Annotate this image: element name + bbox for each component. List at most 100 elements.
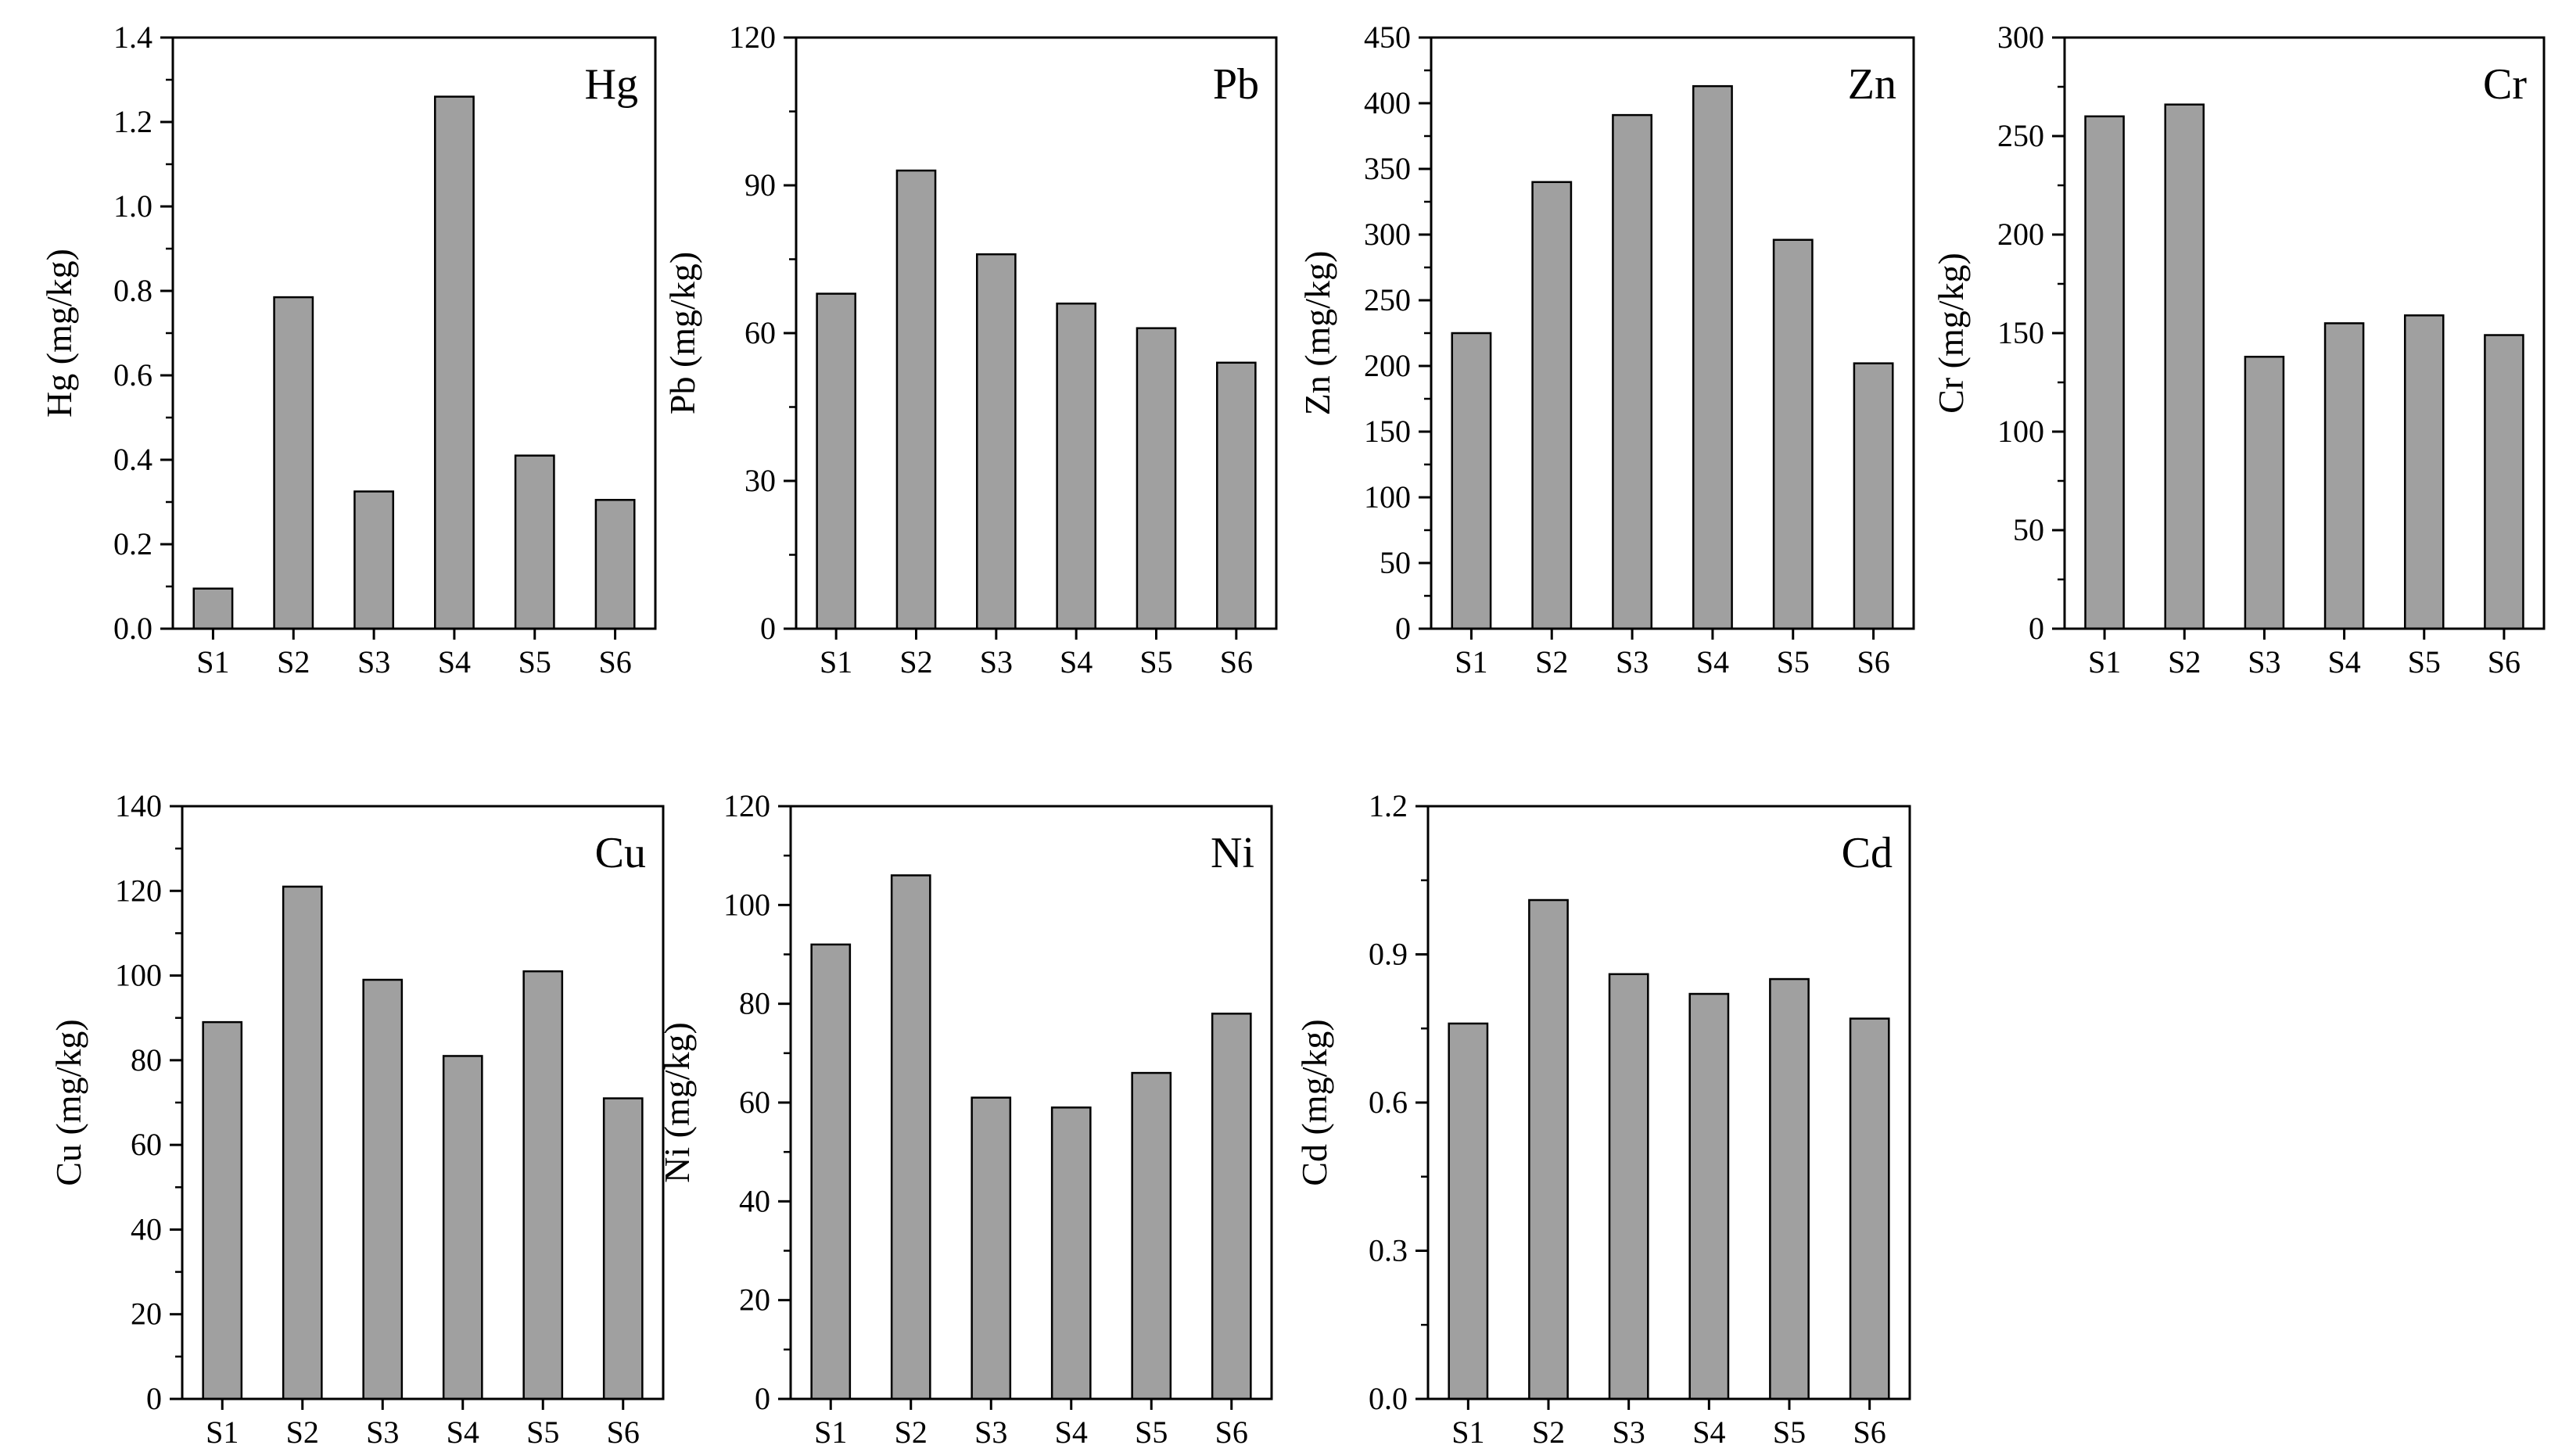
chart-zn-ytick-label: 250 (1364, 282, 1411, 317)
chart-ni-bar-s6 (1211, 1013, 1252, 1400)
chart-hg-bar-s3 (353, 490, 395, 630)
chart-cd-bar-s4 (1688, 992, 1730, 1400)
chart-zn-bar-s2 (1531, 181, 1573, 630)
chart-hg-y-axis-title: Hg (mg/kg) (39, 249, 79, 418)
chart-hg-ytick-label: 0.0 (113, 611, 152, 646)
chart-pb-bar-s5 (1136, 327, 1177, 630)
chart-pb-bar-s1 (816, 292, 856, 630)
chart-cu-ytick-label: 0 (146, 1381, 162, 1416)
chart-pb-xtick-label-s5: S5 (1139, 644, 1172, 680)
chart-hg-bar-s1 (192, 587, 234, 630)
chart-hg-ytick-label: 1.4 (113, 20, 152, 55)
chart-cd-ytick-label: 0.0 (1369, 1381, 1408, 1416)
chart-cr-ytick-label: 250 (1997, 118, 2044, 153)
chart-cu-bar-s1 (202, 1020, 243, 1400)
chart-hg-bar-s4 (433, 95, 475, 630)
chart-cr-title: Cr (2483, 60, 2527, 109)
chart-cr-xtick-label-s1: S1 (2088, 644, 2121, 680)
chart-cu-frame (181, 805, 665, 1400)
chart-cu-xtick-label-s3: S3 (366, 1415, 399, 1450)
chart-hg-xtick-label-s3: S3 (357, 644, 390, 680)
chart-cd-ytick-label: 0.3 (1369, 1233, 1408, 1268)
chart-zn-xtick-label-s3: S3 (1616, 644, 1649, 680)
chart-ni-y-axis-title: Ni (mg/kg) (657, 1022, 697, 1183)
chart-zn-ytick-label: 200 (1364, 348, 1411, 383)
chart-pb-xtick-label-s2: S2 (899, 644, 932, 680)
chart-ni-ytick-label: 80 (739, 986, 770, 1021)
chart-hg-ytick-label: 1.0 (113, 188, 152, 224)
chart-cr-frame (2063, 36, 2546, 630)
chart-ni-xtick-label-s4: S4 (1055, 1415, 1088, 1450)
chart-cu-ytick-label: 100 (115, 958, 162, 993)
chart-cr-ytick-label: 0 (2029, 611, 2044, 646)
chart-zn-title: Zn (1848, 60, 1896, 109)
chart-ni-ytick-label: 0 (755, 1381, 770, 1416)
chart-hg-xtick-label-s1: S1 (196, 644, 229, 680)
chart-cu-xtick-label-s2: S2 (286, 1415, 319, 1450)
chart-cd-bar-s1 (1448, 1022, 1489, 1400)
chart-zn-ytick-label: 0 (1395, 611, 1411, 646)
chart-cd-xtick-label-s1: S1 (1451, 1415, 1484, 1450)
chart-pb-ytick-label: 30 (745, 463, 776, 498)
chart-cr-bar-s1 (2084, 115, 2125, 630)
chart-ni-frame (789, 805, 1273, 1400)
chart-cu-xtick-label-s4: S4 (447, 1415, 479, 1450)
chart-cr-xtick-label-s4: S4 (2327, 644, 2360, 680)
chart-hg-xtick-label-s2: S2 (277, 644, 310, 680)
chart-hg-title: Hg (585, 60, 638, 109)
chart-pb-xtick-label-s3: S3 (980, 644, 1013, 680)
chart-zn-xtick-label-s2: S2 (1535, 644, 1568, 680)
chart-cu-bar-s2 (282, 885, 323, 1400)
chart-cd-ytick-label: 0.9 (1369, 937, 1408, 972)
chart-hg-ytick-label: 0.6 (113, 357, 152, 393)
chart-cr-ytick-label: 200 (1997, 217, 2044, 252)
chart-cd-y-axis-title: Cd (mg/kg) (1294, 1019, 1334, 1185)
chart-ni-ytick-label: 20 (739, 1282, 770, 1318)
chart-cd-bar-s6 (1849, 1017, 1890, 1400)
chart-cr-bar-s2 (2164, 103, 2205, 630)
chart-ni-bar-s3 (971, 1096, 1012, 1400)
chart-cd-bar-s5 (1769, 977, 1810, 1400)
chart-cr-bar-s5 (2403, 314, 2445, 630)
chart-pb-panel: 0 30 60 90 120 S1 S2 S3 S4 S5 S6 Pb (mg/kg) Pb (662, 20, 1278, 680)
chart-cd-xtick-label-s4: S4 (1692, 1415, 1725, 1450)
chart-pb-ytick-label: 0 (760, 611, 776, 646)
chart-hg-ytick-label: 0.2 (113, 526, 152, 561)
chart-pb-ytick-label: 120 (729, 20, 776, 55)
chart-hg-frame (171, 36, 657, 630)
chart-zn-panel: 0 50 100 150 200 250 300 350 400 450 S1 S2 S3 S4 S5 S6 Z… (1297, 20, 1915, 680)
chart-zn-ytick-label: 100 (1364, 479, 1411, 515)
chart-zn-frame (1430, 36, 1915, 630)
chart-cd-xtick-label-s2: S2 (1532, 1415, 1565, 1450)
chart-zn-xtick-label-s5: S5 (1777, 644, 1810, 680)
chart-ni-xtick-label-s3: S3 (974, 1415, 1007, 1450)
chart-cu-ytick-label: 140 (115, 788, 162, 823)
chart-ni-ytick-label: 100 (723, 887, 770, 922)
chart-ni-bar-s4 (1050, 1106, 1092, 1400)
chart-zn-bar-s5 (1772, 238, 1814, 630)
chart-ni-bar-s1 (810, 943, 852, 1400)
chart-cd-bar-s2 (1528, 898, 1569, 1400)
chart-pb-y-axis-title: Pb (mg/kg) (662, 252, 702, 414)
chart-cu-ytick-label: 80 (131, 1042, 162, 1078)
chart-ni-ytick-label: 120 (723, 788, 770, 823)
chart-cu-bar-s3 (362, 978, 404, 1400)
chart-pb-bar-s3 (976, 253, 1017, 630)
chart-cr-ytick-label: 150 (1997, 315, 2044, 350)
chart-pb-xtick-label-s6: S6 (1220, 644, 1253, 680)
chart-cr-bar-s3 (2244, 355, 2285, 630)
chart-pb-xtick-label-s1: S1 (820, 644, 852, 680)
chart-ni-xtick-label-s1: S1 (814, 1415, 847, 1450)
chart-ni-xtick-label-s5: S5 (1135, 1415, 1168, 1450)
chart-zn-xtick-label-s6: S6 (1857, 644, 1889, 680)
chart-cr-ytick-label: 50 (2013, 512, 2044, 547)
chart-cd-title: Cd (1842, 829, 1893, 877)
chart-cr-panel: 0 50 100 150 200 250 300 S1 S2 S3 S4 S5 S6 Cr (mg/kg)… (1931, 20, 2546, 680)
chart-cr-ytick-label: 100 (1997, 414, 2044, 449)
chart-cr-xtick-label-s2: S2 (2168, 644, 2201, 680)
chart-zn-y-axis-title: Zn (mg/kg) (1297, 251, 1337, 416)
chart-pb-bar-s2 (895, 169, 937, 630)
chart-cu-ytick-label: 40 (131, 1211, 162, 1246)
chart-hg-xtick-label-s4: S4 (438, 644, 471, 680)
chart-zn-xtick-label-s4: S4 (1696, 644, 1729, 680)
